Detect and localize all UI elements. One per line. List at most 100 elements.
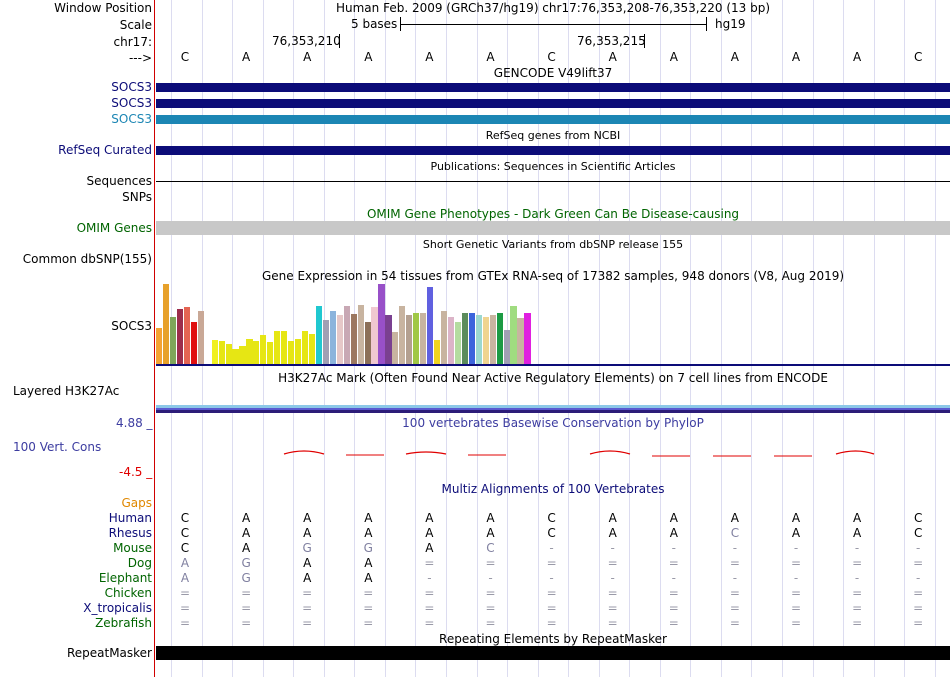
pubs-title[interactable]: Publications: Sequences in Scientific Ar… xyxy=(430,160,676,173)
refseq-gene-bar[interactable] xyxy=(156,146,950,155)
gtex-title[interactable]: Gene Expression in 54 tissues from GTEx … xyxy=(261,269,845,283)
gtex-tissue-bar[interactable] xyxy=(239,346,246,364)
gtex-tissue-bar[interactable] xyxy=(274,331,281,364)
gtex-tissue-bar[interactable] xyxy=(295,339,302,364)
gtex-tissue-bar[interactable] xyxy=(301,331,309,364)
dbsnp-title[interactable]: Short Genetic Variants from dbSNP releas… xyxy=(422,238,684,251)
species-label[interactable]: Human xyxy=(108,511,152,525)
alignment-base: A xyxy=(241,511,251,525)
species-label[interactable]: Elephant xyxy=(98,571,152,585)
gencode-title[interactable]: GENCODE V49lift37 xyxy=(493,66,613,80)
gtex-tissue-bar[interactable] xyxy=(517,318,524,364)
gtex-tissue-bar[interactable] xyxy=(447,317,455,364)
gtex-tissue-bar[interactable] xyxy=(308,334,316,364)
gtex-tissue-bar[interactable] xyxy=(288,341,295,364)
species-label[interactable]: Zebrafish xyxy=(95,616,152,630)
phylop-wiggle[interactable] xyxy=(156,440,950,470)
species-label[interactable]: X_tropicalis xyxy=(83,601,152,615)
gtex-tissue-bar[interactable] xyxy=(468,313,475,364)
h3k27ac-label[interactable]: Layered H3K27Ac xyxy=(13,384,120,398)
gencode-label-3[interactable]: SOCS3 xyxy=(111,112,152,126)
gtex-tissue-bar[interactable] xyxy=(343,306,350,364)
gtex-tissue-bar[interactable] xyxy=(454,322,462,364)
gtex-tissue-bar[interactable] xyxy=(371,307,378,364)
species-label[interactable]: Chicken xyxy=(104,586,152,600)
gtex-tissue-bar[interactable] xyxy=(524,313,531,364)
pubs-sequences-label[interactable]: Sequences xyxy=(86,174,152,188)
gencode-transcript-2[interactable] xyxy=(156,99,950,108)
gtex-tissue-bar[interactable] xyxy=(350,314,357,364)
gtex-tissue-bar[interactable] xyxy=(197,311,204,364)
gtex-tissue-bar[interactable] xyxy=(169,317,177,364)
gtex-tissue-bar[interactable] xyxy=(440,311,448,364)
phylop-title[interactable]: 100 vertebrates Basewise Conservation by… xyxy=(402,416,704,430)
gtex-tissue-bar[interactable] xyxy=(246,339,253,364)
gtex-tissue-bar[interactable] xyxy=(496,313,503,364)
gtex-tissue-bar[interactable] xyxy=(253,341,260,364)
gtex-tissue-bar[interactable] xyxy=(336,315,343,364)
gtex-tissue-bar[interactable] xyxy=(232,349,239,364)
gtex-tissue-bar[interactable] xyxy=(475,315,482,364)
gtex-tissue-bar[interactable] xyxy=(489,315,496,364)
h3k27ac-title[interactable]: H3K27Ac Mark (Often Found Near Active Re… xyxy=(278,371,828,385)
gtex-tissue-bar[interactable] xyxy=(190,322,197,364)
gtex-tissue-bar[interactable] xyxy=(260,335,267,364)
gtex-tissue-bar[interactable] xyxy=(162,284,170,364)
alignment-base: C xyxy=(180,526,190,540)
gtex-tissue-bar[interactable] xyxy=(176,309,184,364)
repeatmasker-label[interactable]: RepeatMasker xyxy=(66,646,152,660)
window-position-text[interactable]: Human Feb. 2009 (GRCh37/hg19) chr17:76,3… xyxy=(335,1,770,15)
refseq-title[interactable]: RefSeq genes from NCBI xyxy=(485,129,621,142)
alignment-base: - xyxy=(610,541,615,555)
gtex-tissue-bar[interactable] xyxy=(420,313,427,364)
pubs-snps-label[interactable]: SNPs xyxy=(122,190,152,204)
gencode-label-1[interactable]: SOCS3 xyxy=(111,80,152,94)
gtex-tissue-bar[interactable] xyxy=(378,284,385,364)
gtex-tissue-bar[interactable] xyxy=(510,306,517,364)
omim-title[interactable]: OMIM Gene Phenotypes - Dark Green Can Be… xyxy=(366,207,740,221)
gtex-tissue-bar[interactable] xyxy=(531,302,538,364)
gtex-tissue-bar[interactable] xyxy=(434,340,441,364)
gtex-tissue-bar[interactable] xyxy=(503,330,510,364)
refseq-label[interactable]: RefSeq Curated xyxy=(58,143,152,157)
species-label[interactable]: Dog xyxy=(127,556,152,570)
gtex-tissue-bar[interactable] xyxy=(364,322,371,364)
omim-gene-bar[interactable] xyxy=(156,221,950,235)
gtex-tissue-bar[interactable] xyxy=(413,313,420,364)
gencode-transcript-1[interactable] xyxy=(156,83,950,92)
gencode-transcript-3[interactable] xyxy=(156,115,950,124)
gtex-tissue-bar[interactable] xyxy=(211,340,218,364)
phylop-label[interactable]: 100 Vert. Cons xyxy=(13,440,102,454)
alignment-base: - xyxy=(732,541,738,555)
gtex-bar-chart[interactable] xyxy=(156,284,538,364)
gtex-tissue-bar[interactable] xyxy=(357,305,364,364)
gtex-tissue-bar[interactable] xyxy=(267,342,274,364)
alignment-base: = xyxy=(790,586,802,600)
gtex-tissue-bar[interactable] xyxy=(482,317,489,364)
gtex-tissue-bar[interactable] xyxy=(399,306,406,364)
gtex-tissue-bar[interactable] xyxy=(461,313,468,364)
gtex-tissue-bar[interactable] xyxy=(392,332,399,364)
gencode-label-2[interactable]: SOCS3 xyxy=(111,96,152,110)
gtex-tissue-bar[interactable] xyxy=(183,307,190,364)
gtex-tissue-bar[interactable] xyxy=(156,328,163,364)
gtex-tissue-bar[interactable] xyxy=(322,320,329,364)
multiz-title[interactable]: Multiz Alignments of 100 Vertebrates xyxy=(441,482,665,496)
gtex-tissue-bar[interactable] xyxy=(329,311,336,364)
omim-label[interactable]: OMIM Genes xyxy=(76,221,152,235)
h3k27ac-layer-1 xyxy=(156,405,950,408)
gtex-tissue-bar[interactable] xyxy=(281,331,288,364)
dbsnp-label[interactable]: Common dbSNP(155) xyxy=(22,252,152,266)
gtex-tissue-bar[interactable] xyxy=(385,315,392,364)
gtex-tissue-bar[interactable] xyxy=(218,341,225,364)
repeatmasker-bar[interactable] xyxy=(156,646,950,660)
gtex-tissue-bar[interactable] xyxy=(225,344,232,364)
gtex-tissue-bar[interactable] xyxy=(315,306,323,364)
gtex-label[interactable]: SOCS3 xyxy=(111,319,152,333)
species-label[interactable]: Mouse xyxy=(113,541,152,555)
gtex-tissue-bar[interactable] xyxy=(406,315,413,364)
species-label[interactable]: Rhesus xyxy=(108,526,152,540)
alignment-base: A xyxy=(730,511,739,525)
gtex-tissue-bar[interactable] xyxy=(427,287,434,364)
repeatmasker-title[interactable]: Repeating Elements by RepeatMasker xyxy=(439,632,667,646)
